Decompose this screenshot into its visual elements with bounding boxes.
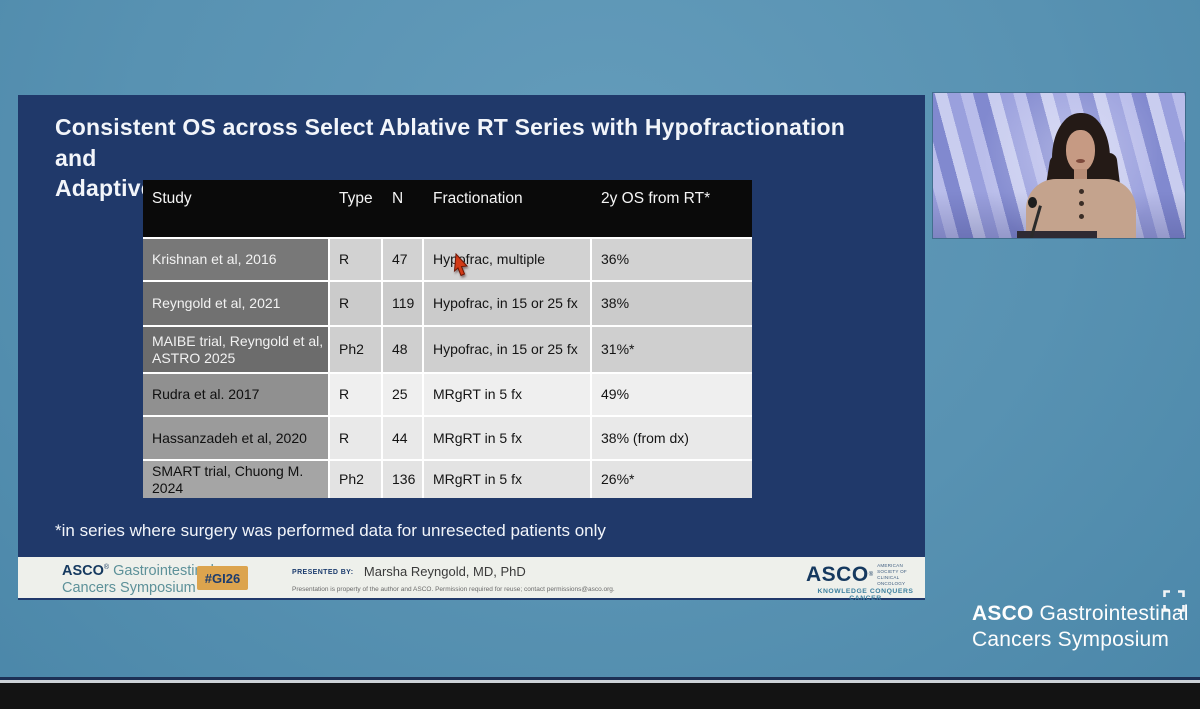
gi-logo-line1-rest: Gastrointestinal [109, 563, 214, 579]
speaker-jacket [1026, 179, 1136, 238]
presented-by-label: PRESENTED BY: [292, 569, 354, 576]
table-header-row: Study Type N Fractionation 2y OS from RT… [143, 180, 752, 237]
cell-n: 44 [383, 417, 424, 459]
presentation-slide: Consistent OS across Select Ablative RT … [18, 95, 925, 602]
cell-os: 36% [592, 239, 752, 280]
cell-type: R [330, 417, 383, 459]
jacket-button [1079, 189, 1084, 194]
cell-os: 26%* [592, 461, 752, 498]
gi-logo-asco-text: ASCO [62, 563, 104, 579]
watermark-line2: Cancers Symposium [972, 628, 1170, 652]
cell-os: 38% [592, 282, 752, 325]
cell-n: 136 [383, 461, 424, 498]
cell-type: R [330, 282, 383, 325]
column-header-type: Type [339, 190, 373, 207]
registered-mark: ® [868, 572, 874, 578]
cell-n: 48 [383, 327, 424, 372]
symposium-watermark: ASCO Gastrointestinal Cancers Symposium [972, 601, 1189, 654]
table-row: MAIBE trial, Reyngold et al, ASTRO 2025 … [143, 325, 752, 372]
registered-mark: ® [103, 564, 110, 572]
cell-fractionation: Hypofrac, multiple [424, 239, 592, 280]
slide-footer-bar: ASCO® Gastrointestinal Cancers Symposium… [18, 557, 925, 602]
cell-type: R [330, 374, 383, 415]
speaker-video[interactable] [933, 93, 1185, 238]
jacket-button [1079, 201, 1084, 206]
column-header-n: N [392, 190, 404, 207]
column-header-fractionation: Fractionation [433, 190, 523, 207]
speaker-mouth [1076, 159, 1085, 163]
table-row: Hassanzadeh et al, 2020 R 44 MRgRT in 5 … [143, 415, 752, 459]
speaker-neck [1074, 169, 1087, 182]
speaker-face [1066, 130, 1095, 172]
cell-study: SMART trial, Chuong M. 2024 [143, 461, 330, 498]
cell-os: 31%* [592, 327, 752, 372]
cell-study: Reyngold et al, 2021 [143, 282, 330, 325]
microphone-icon [1028, 197, 1037, 208]
presenter-block: PRESENTED BY: Marsha Reyngold, MD, PhD P… [292, 563, 615, 593]
cell-n: 47 [383, 239, 424, 280]
table-row: Reyngold et al, 2021 R 119 Hypofrac, in … [143, 280, 752, 325]
cell-study: Krishnan et al, 2016 [143, 239, 330, 280]
watermark-line1-rest: Gastrointestinal [1033, 602, 1189, 625]
cell-type: Ph2 [330, 327, 383, 372]
fullscreen-icon[interactable] [1163, 590, 1185, 612]
asco-logo: ASCO ® AMERICAN SOCIETY OF CLINICAL ONCOL… [806, 563, 925, 602]
column-header-2y-os: 2y OS from RT* [601, 190, 711, 207]
asco-society-line1: AMERICAN SOCIETY OF [877, 563, 907, 575]
asco-society-text: AMERICAN SOCIETY OF CLINICAL ONCOLOGY [877, 563, 925, 587]
studies-table: Study Type N Fractionation 2y OS from RT… [143, 180, 752, 498]
disclaimer-text: Presentation is property of the author a… [292, 586, 615, 593]
jacket-button [1079, 214, 1084, 219]
cell-fractionation: MRgRT in 5 fx [424, 374, 592, 415]
podium [1017, 231, 1097, 238]
asco-tagline: KNOWLEDGE CONQUERS CANCER [817, 588, 914, 602]
cell-type: Ph2 [330, 461, 383, 498]
slide-footnote: *in series where surgery was performed d… [55, 521, 606, 540]
asco-society-line2: CLINICAL ONCOLOGY [877, 575, 906, 586]
gi-logo-line2: Cancers Symposium [62, 580, 196, 597]
hashtag-badge: #GI26 [197, 566, 248, 590]
divider-line-light [0, 680, 1200, 683]
watermark-asco: ASCO [972, 602, 1034, 625]
cell-fractionation: Hypofrac, in 15 or 25 fx [424, 282, 592, 325]
cell-study: Rudra et al. 2017 [143, 374, 330, 415]
column-header-study: Study [152, 190, 192, 207]
cell-os: 49% [592, 374, 752, 415]
asco-logo-text: ASCO [806, 563, 869, 586]
cell-fractionation: MRgRT in 5 fx [424, 417, 592, 459]
table-row: SMART trial, Chuong M. 2024 Ph2 136 MRgR… [143, 459, 752, 498]
table-row: Krishnan et al, 2016 R 47 Hypofrac, mult… [143, 237, 752, 280]
cell-fractionation: MRgRT in 5 fx [424, 461, 592, 498]
cell-fractionation: Hypofrac, in 15 or 25 fx [424, 327, 592, 372]
cell-n: 119 [383, 282, 424, 325]
gi-symposium-logo: ASCO® Gastrointestinal Cancers Symposium [62, 563, 214, 597]
cell-study: Hassanzadeh et al, 2020 [143, 417, 330, 459]
cell-n: 25 [383, 374, 424, 415]
cell-study: MAIBE trial, Reyngold et al, ASTRO 2025 [143, 327, 330, 372]
cell-type: R [330, 239, 383, 280]
slide-title-line1: Consistent OS across Select Ablative RT … [55, 114, 846, 171]
letterbox-bar [0, 683, 1200, 709]
divider-line-navy [0, 677, 1200, 680]
presenter-name: Marsha Reyngold, MD, PhD [363, 564, 526, 579]
cell-os: 38% (from dx) [592, 417, 752, 459]
table-row: Rudra et al. 2017 R 25 MRgRT in 5 fx 49% [143, 372, 752, 415]
